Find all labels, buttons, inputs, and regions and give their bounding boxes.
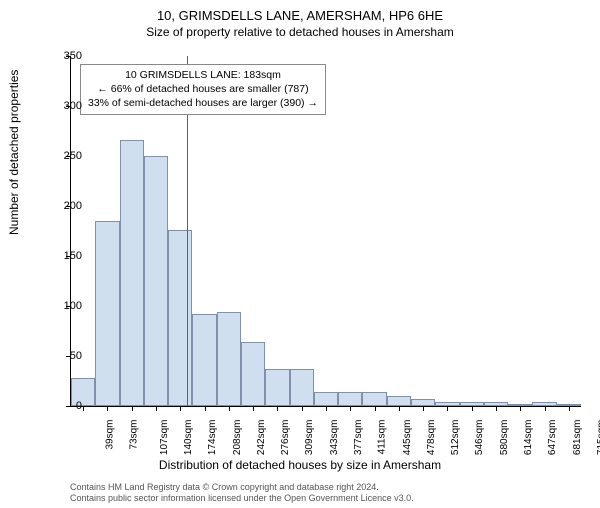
histogram-bar: [387, 396, 411, 406]
xtick-mark: [472, 406, 473, 411]
annotation-line-3: 33% of semi-detached houses are larger (…: [88, 96, 318, 110]
page-title: 10, GRIMSDELLS LANE, AMERSHAM, HP6 6HE: [0, 8, 600, 23]
ytick-label: 100: [42, 300, 82, 312]
xtick-mark: [569, 406, 570, 411]
chart-area: 10 GRIMSDELLS LANE: 183sqm ← 66% of deta…: [70, 56, 580, 406]
footer-line-1: Contains HM Land Registry data © Crown c…: [70, 482, 414, 493]
ytick-label: 50: [42, 350, 82, 362]
xtick-mark: [229, 406, 230, 411]
xtick-label: 242sqm: [256, 420, 267, 456]
x-axis-label: Distribution of detached houses by size …: [0, 458, 600, 472]
xtick-mark: [375, 406, 376, 411]
histogram-bar: [95, 221, 119, 406]
xtick-label: 445sqm: [402, 420, 413, 456]
xtick-label: 647sqm: [547, 420, 558, 456]
histogram-bar: [314, 392, 338, 406]
xtick-mark: [253, 406, 254, 411]
footer-attribution: Contains HM Land Registry data © Crown c…: [70, 482, 414, 505]
xtick-mark: [350, 406, 351, 411]
ytick-label: 300: [42, 100, 82, 112]
ytick-label: 200: [42, 200, 82, 212]
histogram-bar: [192, 314, 216, 406]
histogram-bar: [265, 369, 289, 406]
xtick-label: 39sqm: [105, 420, 116, 450]
xtick-label: 681sqm: [572, 420, 583, 456]
histogram-bar: [338, 392, 362, 406]
annotation-line-2: ← 66% of detached houses are smaller (78…: [88, 82, 318, 96]
xtick-mark: [156, 406, 157, 411]
xtick-mark: [132, 406, 133, 411]
xtick-mark: [302, 406, 303, 411]
xtick-mark: [326, 406, 327, 411]
xtick-label: 107sqm: [159, 420, 170, 456]
xtick-label: 411sqm: [377, 420, 388, 455]
xtick-label: 715sqm: [596, 420, 600, 456]
xtick-label: 140sqm: [183, 420, 194, 456]
histogram-bar: [290, 369, 314, 406]
xtick-mark: [545, 406, 546, 411]
y-axis-label: Number of detached properties: [7, 70, 21, 235]
ytick-label: 250: [42, 150, 82, 162]
xtick-mark: [447, 406, 448, 411]
page-subtitle: Size of property relative to detached ho…: [0, 25, 600, 39]
xtick-mark: [83, 406, 84, 411]
xtick-mark: [520, 406, 521, 411]
xtick-mark: [399, 406, 400, 411]
histogram-bar: [120, 140, 144, 406]
histogram-bar: [241, 342, 265, 406]
annotation-line-1: 10 GRIMSDELLS LANE: 183sqm: [88, 68, 318, 82]
xtick-mark: [205, 406, 206, 411]
chart-container: 10, GRIMSDELLS LANE, AMERSHAM, HP6 6HE S…: [0, 8, 600, 508]
annotation-box: 10 GRIMSDELLS LANE: 183sqm ← 66% of deta…: [80, 64, 326, 115]
histogram-bar: [362, 392, 386, 406]
xtick-label: 478sqm: [426, 420, 437, 456]
xtick-label: 377sqm: [353, 420, 364, 456]
xtick-label: 512sqm: [450, 420, 461, 456]
ytick-label: 0: [42, 400, 82, 412]
histogram-bar: [217, 312, 241, 406]
xtick-mark: [423, 406, 424, 411]
xtick-label: 580sqm: [499, 420, 510, 456]
xtick-label: 309sqm: [305, 420, 316, 456]
xtick-mark: [107, 406, 108, 411]
xtick-label: 73sqm: [129, 420, 140, 450]
xtick-label: 276sqm: [280, 420, 291, 456]
histogram-bar: [411, 399, 435, 406]
xtick-label: 614sqm: [523, 420, 534, 456]
ytick-label: 350: [42, 50, 82, 62]
xtick-label: 343sqm: [329, 420, 340, 456]
xtick-label: 546sqm: [475, 420, 486, 456]
histogram-bar: [144, 156, 168, 406]
xtick-mark: [180, 406, 181, 411]
xtick-mark: [277, 406, 278, 411]
ytick-label: 150: [42, 250, 82, 262]
xtick-label: 174sqm: [207, 420, 218, 456]
xtick-label: 208sqm: [232, 420, 243, 456]
histogram-bar: [168, 230, 192, 406]
xtick-mark: [496, 406, 497, 411]
footer-line-2: Contains public sector information licen…: [70, 493, 414, 504]
